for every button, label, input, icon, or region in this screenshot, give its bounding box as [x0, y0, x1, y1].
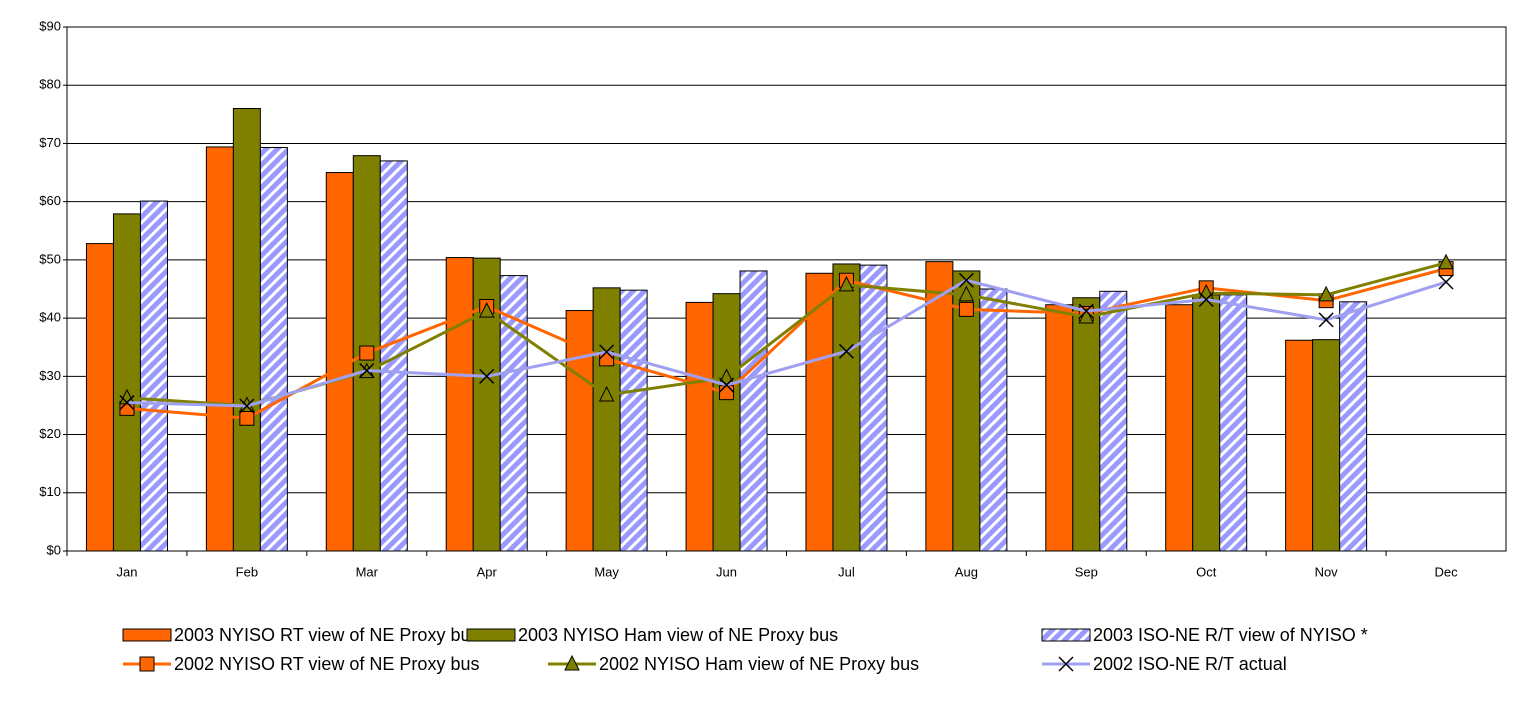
x-tick-label: Nov: [1315, 564, 1339, 579]
bar: [805, 272, 834, 552]
legend-swatch: [466, 628, 516, 642]
bar: [832, 263, 861, 552]
bar: [445, 257, 474, 552]
x-tick-label: Jul: [838, 564, 855, 579]
bar: [1192, 294, 1221, 552]
point-marker: [1318, 285, 1334, 302]
bar: [925, 261, 954, 552]
bar: [1285, 339, 1314, 552]
legend-label: 2003 ISO-NE R/T view of NYISO *: [1093, 625, 1368, 645]
x-tick-label: Aug: [955, 564, 978, 579]
legend-marker: [1058, 656, 1074, 672]
legend-label: 2002 ISO-NE R/T actual: [1093, 654, 1287, 674]
point-marker: [958, 285, 975, 302]
x-tick-label: Apr: [477, 564, 498, 579]
point-marker: [479, 368, 495, 384]
point-marker: [719, 385, 735, 401]
bar: [1165, 304, 1194, 552]
bar: [112, 213, 141, 552]
line: [126, 278, 1447, 408]
x-tick-label: Sep: [1075, 564, 1098, 579]
line: [126, 267, 1447, 420]
point-marker: [478, 302, 495, 318]
x-tick-label: Feb: [236, 564, 258, 579]
bar: [979, 288, 1008, 552]
x-tick-label: Oct: [1196, 564, 1217, 579]
x-tick-label: Mar: [356, 564, 379, 579]
bar: [1339, 301, 1368, 552]
point-marker: [1438, 253, 1454, 270]
point-marker: [958, 301, 974, 317]
point-marker: [838, 275, 855, 292]
x-tick-label: May: [594, 564, 619, 579]
y-tick-label: $0: [47, 542, 61, 557]
point-marker: [958, 272, 974, 288]
x-tick-label: Jun: [716, 564, 737, 579]
bar: [859, 264, 888, 552]
point-marker: [359, 345, 375, 361]
legend-label: 2002 NYISO RT view of NE Proxy bus: [174, 654, 479, 674]
legend-label: 2003 NYISO RT view of NE Proxy bus: [174, 625, 479, 645]
legend-marker: [139, 656, 155, 672]
bar: [352, 155, 381, 552]
bar: [1045, 304, 1074, 552]
bar: [232, 108, 261, 552]
point-marker: [718, 368, 735, 384]
bar: [619, 289, 648, 552]
bar: [1099, 290, 1128, 552]
point-marker: [1198, 291, 1214, 308]
y-tick-label: $90: [39, 18, 61, 33]
point-marker: [838, 343, 854, 359]
point-marker: [1438, 274, 1454, 290]
point-marker: [719, 377, 735, 393]
point-marker: [1078, 307, 1095, 324]
bar: [1072, 297, 1101, 552]
legend-label: 2003 NYISO Ham view of NE Proxy bus: [518, 625, 838, 645]
legend-swatch: [122, 628, 172, 642]
y-tick-label: $30: [39, 368, 61, 383]
legend-label: 2002 NYISO Ham view of NE Proxy bus: [599, 654, 919, 674]
point-marker: [119, 395, 135, 411]
bar: [592, 287, 621, 552]
y-tick-label: $40: [39, 310, 61, 325]
point-marker: [1318, 312, 1334, 328]
x-tick-label: Jan: [116, 564, 137, 579]
bar: [952, 270, 981, 552]
y-tick-label: $50: [39, 251, 61, 266]
bar: [379, 160, 408, 552]
x-tick-label: Dec: [1434, 564, 1458, 579]
bar: [739, 270, 768, 552]
legend-marker: [564, 654, 580, 671]
bar: [1312, 339, 1341, 552]
point-marker: [599, 344, 615, 360]
bar: [712, 293, 741, 552]
point-marker: [239, 410, 255, 426]
y-tick-label: $80: [39, 77, 61, 92]
point-marker: [239, 398, 255, 414]
bar: [1219, 294, 1248, 552]
plot-area: [66, 26, 1507, 552]
y-tick-label: $60: [39, 193, 61, 208]
legend-swatch: [1041, 628, 1091, 642]
y-tick-label: $10: [39, 484, 61, 499]
y-tick-label: $20: [39, 426, 61, 441]
point-marker: [1078, 303, 1094, 319]
point-marker: [598, 385, 615, 402]
bar: [685, 301, 714, 552]
bar: [259, 147, 288, 552]
bar: [85, 243, 114, 552]
bar: [205, 146, 234, 552]
bar: [139, 200, 168, 552]
point-marker: [359, 362, 375, 379]
y-tick-label: $70: [39, 135, 61, 150]
